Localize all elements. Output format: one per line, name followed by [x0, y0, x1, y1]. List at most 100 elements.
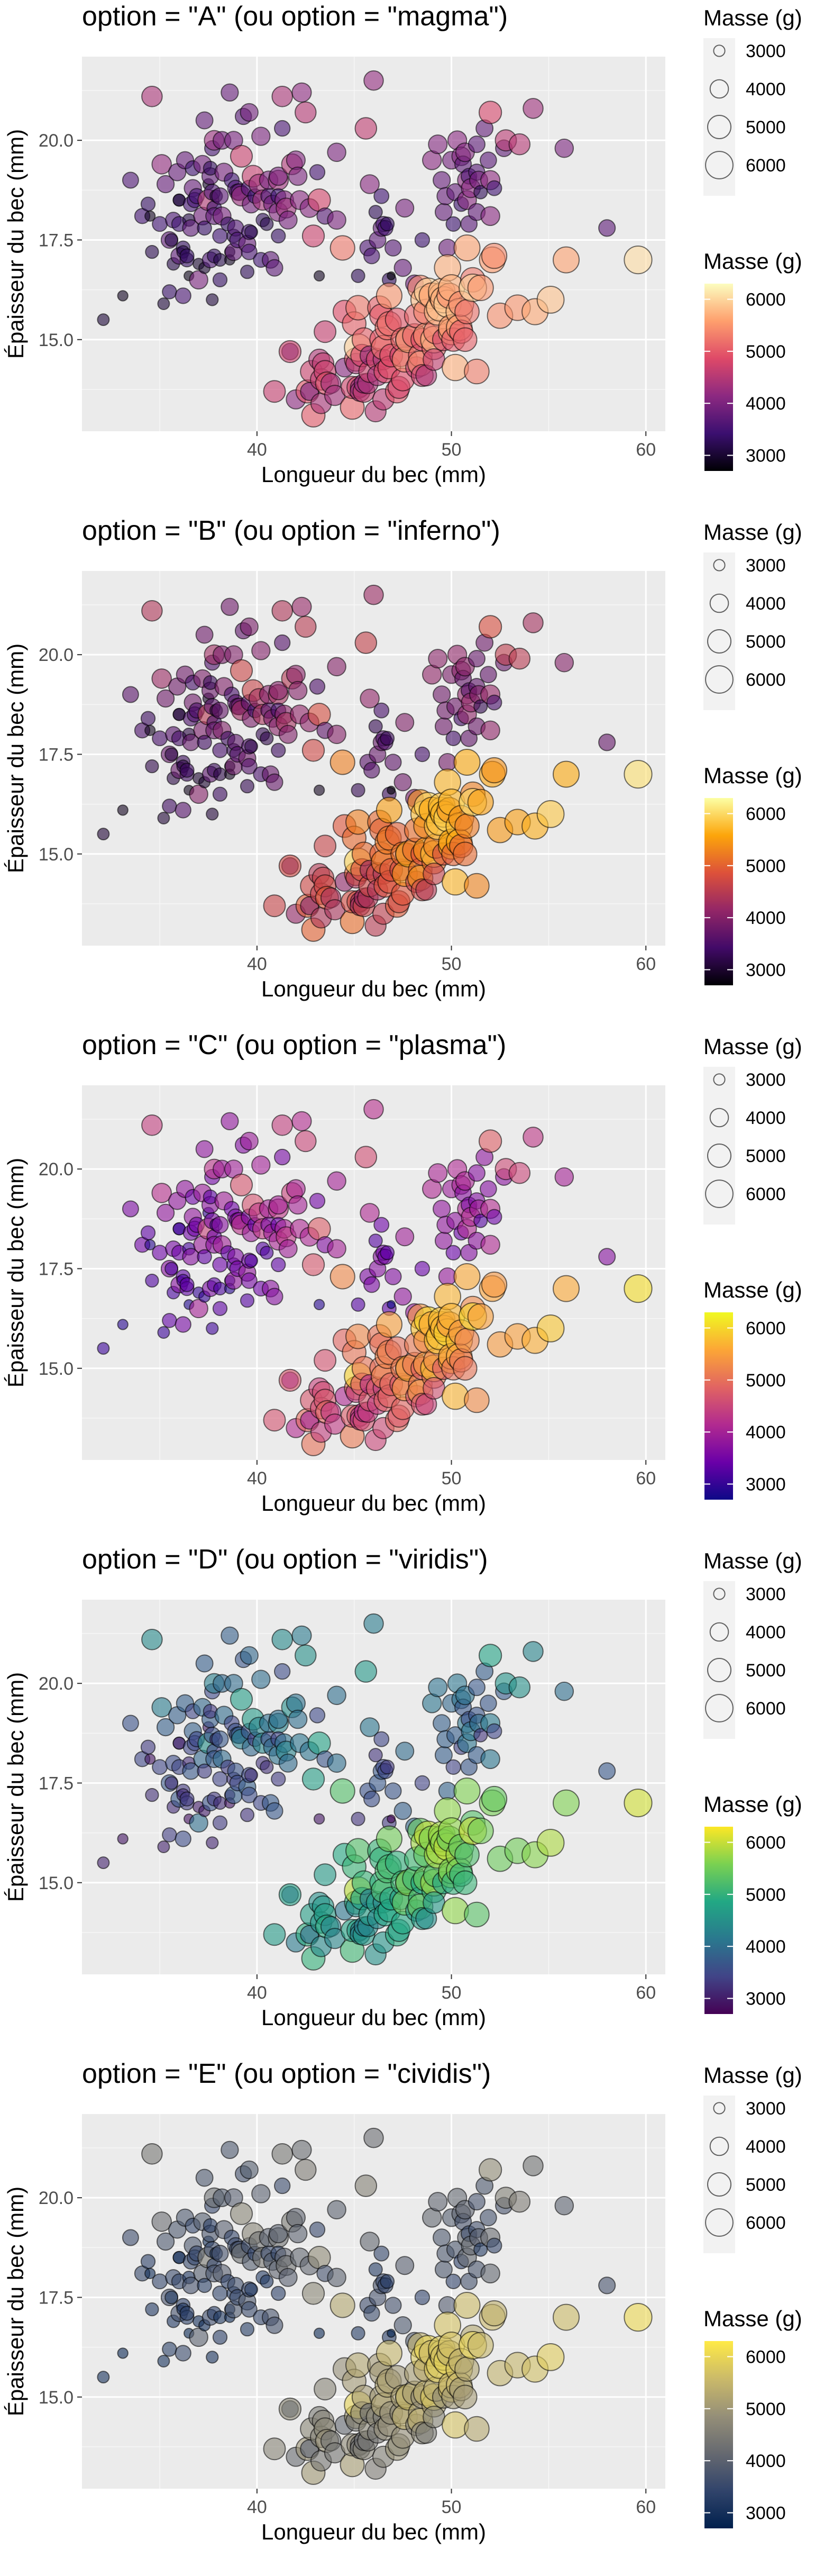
data-point	[523, 612, 544, 633]
data-point	[97, 828, 110, 841]
data-point	[360, 1203, 380, 1223]
size-legend-label: 4000	[746, 2137, 786, 2157]
data-point	[445, 730, 461, 746]
data-point	[162, 2342, 177, 2357]
data-point	[454, 1842, 480, 1867]
data-point	[240, 779, 255, 794]
data-point	[122, 686, 139, 703]
data-point	[368, 205, 383, 220]
data-point	[327, 1685, 346, 1706]
data-point	[301, 1767, 325, 1791]
x-axis-title: Longueur du bec (mm)	[261, 462, 486, 487]
data-point	[486, 1209, 502, 1225]
data-point	[263, 1923, 286, 1946]
data-point	[240, 1808, 255, 1822]
data-point	[478, 1644, 502, 1667]
data-point	[141, 600, 163, 622]
size-legend-key	[713, 44, 726, 57]
data-point	[553, 2303, 580, 2331]
data-point	[221, 1626, 239, 1645]
color-legend-label: 6000	[746, 2347, 786, 2368]
size-legend-label: 6000	[746, 1184, 786, 1204]
data-point	[445, 1759, 461, 1775]
data-point	[230, 659, 253, 682]
size-legend-label: 4000	[746, 1108, 786, 1128]
data-point	[453, 2384, 478, 2410]
data-point	[221, 2140, 239, 2160]
data-point	[288, 166, 308, 186]
data-point	[291, 1111, 312, 1131]
data-point	[468, 1679, 486, 1697]
data-point	[442, 868, 469, 896]
data-point	[274, 634, 291, 651]
data-point	[442, 353, 469, 382]
data-point	[354, 1660, 378, 1683]
data-point	[288, 2224, 308, 2244]
data-point	[423, 348, 445, 371]
chart-panel-cividis: option = "E" (ou option = "cividis") 40 50…	[0, 2057, 815, 2576]
data-point	[554, 1681, 574, 1701]
data-point	[314, 1349, 337, 1372]
y-axis-title: Épaisseur du bec (mm)	[3, 1672, 28, 1902]
data-point	[598, 733, 616, 751]
data-point	[454, 813, 480, 839]
data-point	[453, 841, 478, 867]
data-point	[395, 198, 415, 218]
chart-panel-viridis: option = "D" (ou option = "viridis") 40 50…	[0, 1543, 815, 2062]
data-point	[478, 1129, 502, 1153]
data-point	[309, 2221, 326, 2238]
data-point	[508, 133, 531, 156]
data-point	[508, 2190, 531, 2213]
data-point	[162, 1827, 177, 1843]
data-point	[189, 1299, 208, 1319]
data-point	[360, 1717, 380, 1737]
data-point	[162, 1313, 177, 1328]
data-point	[414, 1260, 431, 1277]
data-point	[313, 270, 325, 282]
data-point	[151, 1697, 172, 1718]
data-point	[553, 760, 580, 788]
data-point	[387, 271, 396, 280]
x-tick-label: 50	[442, 1983, 462, 2003]
data-point	[553, 1275, 580, 1302]
data-point	[197, 220, 212, 236]
data-point	[433, 1200, 451, 1218]
size-legend-label: 3000	[746, 41, 786, 61]
data-point	[345, 1838, 371, 1864]
chart-title: option = "C" (ou option = "plasma")	[82, 1030, 506, 1060]
data-point	[508, 1162, 531, 1184]
data-point	[144, 2267, 156, 2279]
data-point	[345, 809, 371, 835]
data-point	[554, 138, 574, 158]
data-point	[278, 2397, 302, 2421]
data-point	[212, 786, 228, 802]
color-legend-title: Masse (g)	[703, 2306, 802, 2331]
data-point	[327, 1753, 346, 1773]
x-axis-title: Longueur du bec (mm)	[261, 976, 486, 1001]
data-point	[309, 1707, 326, 1724]
data-point	[624, 1274, 653, 1303]
size-legend-key	[705, 665, 734, 694]
color-legend-label: 3000	[746, 1989, 786, 2009]
data-point	[414, 2289, 431, 2306]
data-point	[329, 1778, 355, 1804]
data-point	[480, 1180, 497, 1198]
data-point	[271, 1771, 286, 1787]
size-legend-title: Masse (g)	[703, 1034, 802, 1059]
data-point	[141, 86, 163, 107]
data-point	[368, 2262, 383, 2277]
size-legend-key	[705, 1180, 734, 1208]
data-point	[481, 1785, 508, 1812]
data-point	[345, 295, 371, 321]
data-point	[211, 1730, 229, 1748]
data-point	[453, 1263, 481, 1290]
data-point	[313, 2327, 325, 2339]
x-tick-label: 50	[442, 1468, 462, 1489]
size-legend-keys	[703, 1581, 735, 1739]
data-point	[363, 1613, 384, 1634]
data-point	[473, 1728, 488, 1743]
data-point	[387, 1814, 396, 1824]
data-point	[363, 761, 380, 779]
data-point	[423, 1891, 445, 1914]
data-point	[164, 1262, 179, 1276]
